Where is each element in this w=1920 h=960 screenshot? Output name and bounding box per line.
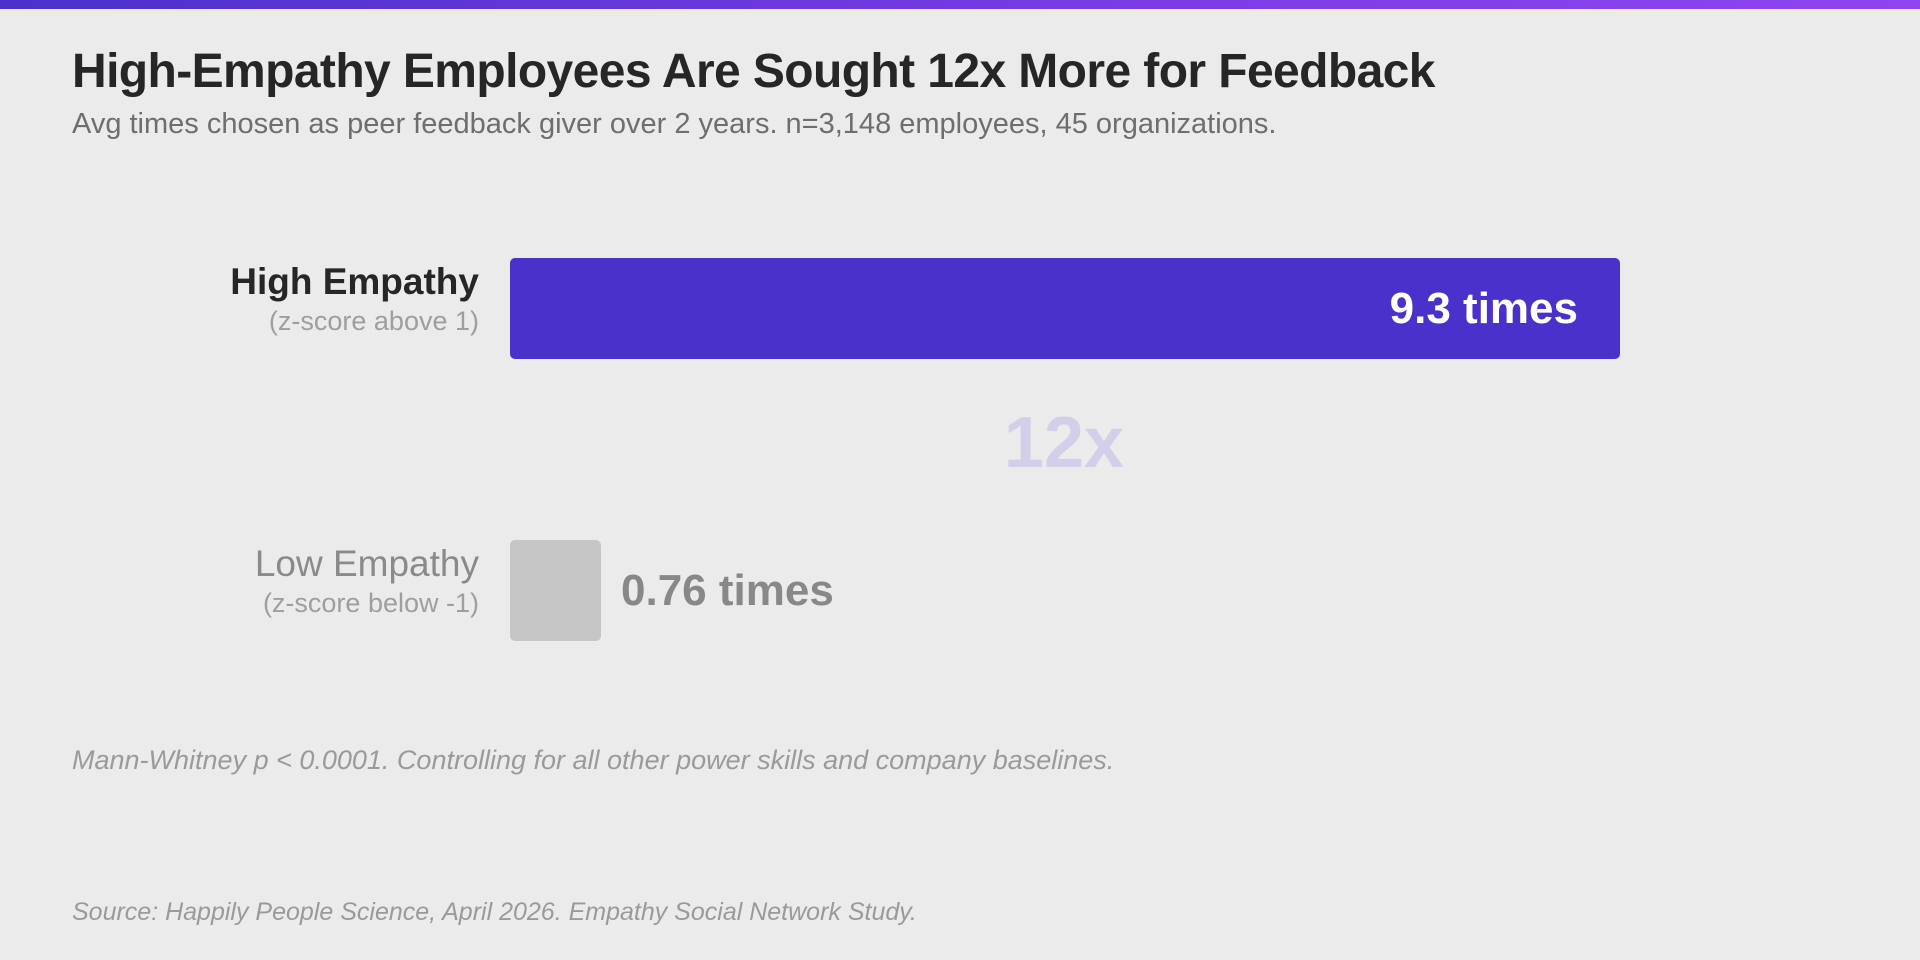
chart-title: High-Empathy Employees Are Sought 12x Mo… — [72, 45, 1435, 98]
bar-high-empathy — [510, 258, 1620, 359]
accent-top-bar — [0, 0, 1920, 9]
footnote: Mann-Whitney p < 0.0001. Controlling for… — [72, 745, 1115, 775]
category-label-low-empathy: Low Empathy (z-score below -1) — [255, 542, 479, 620]
category-sublabel: (z-score below -1) — [262, 588, 479, 618]
source-note: Source: Happily People Science, April 20… — [72, 898, 917, 926]
category-name: High Empathy — [230, 261, 479, 302]
value-label-high-empathy: 9.3 times — [1389, 284, 1578, 333]
category-sublabel: (z-score above 1) — [268, 306, 479, 336]
category-name: Low Empathy — [254, 543, 479, 584]
chart-subtitle: Avg times chosen as peer feedback giver … — [72, 108, 1277, 140]
value-label-low-empathy: 0.76 times — [621, 566, 834, 615]
bar-low-empathy — [510, 540, 601, 641]
ratio-annotation: 12x — [1003, 403, 1125, 483]
category-label-high-empathy: High Empathy (z-score above 1) — [230, 260, 479, 338]
